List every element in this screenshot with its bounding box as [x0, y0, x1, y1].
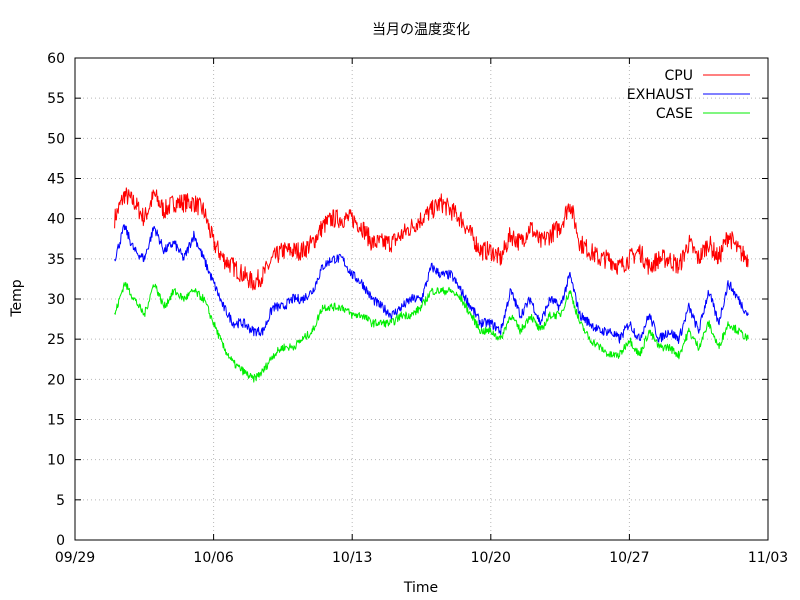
x-tick-labels: 09/29 10/06 10/13 10/20 10/27 11/03	[55, 550, 788, 566]
y-tick-label: 35	[47, 252, 65, 268]
y-tick-label: 50	[47, 131, 65, 147]
series-line-case	[114, 281, 749, 383]
x-tick-label: 09/29	[55, 550, 95, 566]
legend: CPU EXHAUST CASE	[627, 68, 750, 122]
y-tick-label: 30	[47, 292, 65, 308]
y-tick-label: 5	[56, 493, 65, 509]
x-tick-label: 10/13	[332, 550, 372, 566]
tick-marks	[74, 57, 769, 541]
series-line-cpu	[114, 187, 749, 291]
y-tick-label: 15	[47, 413, 65, 429]
legend-label-case: CASE	[656, 106, 693, 122]
y-tick-label: 55	[47, 91, 65, 107]
x-tick-label: 10/20	[471, 550, 511, 566]
series-lines	[114, 187, 749, 383]
grid	[75, 58, 768, 540]
chart-title: 当月の温度変化	[372, 21, 470, 38]
y-tick-label: 40	[47, 212, 65, 228]
series-line-exhaust	[114, 224, 749, 344]
y-tick-label: 25	[47, 332, 65, 348]
x-tick-label: 11/03	[748, 550, 788, 566]
x-tick-label: 10/27	[609, 550, 649, 566]
y-tick-label: 0	[56, 533, 65, 549]
legend-label-cpu: CPU	[665, 68, 693, 84]
y-tick-label: 20	[47, 372, 65, 388]
x-tick-label: 10/06	[193, 550, 233, 566]
y-tick-label: 45	[47, 172, 65, 188]
y-tick-labels: 0 5 10 15 20 25 30 35 40 45 50 55 60	[47, 51, 65, 549]
y-tick-label: 60	[47, 51, 65, 67]
y-tick-label: 10	[47, 453, 65, 469]
x-axis-title: Time	[403, 580, 438, 596]
y-axis-title: Temp	[9, 279, 25, 317]
legend-label-exhaust: EXHAUST	[627, 87, 694, 103]
